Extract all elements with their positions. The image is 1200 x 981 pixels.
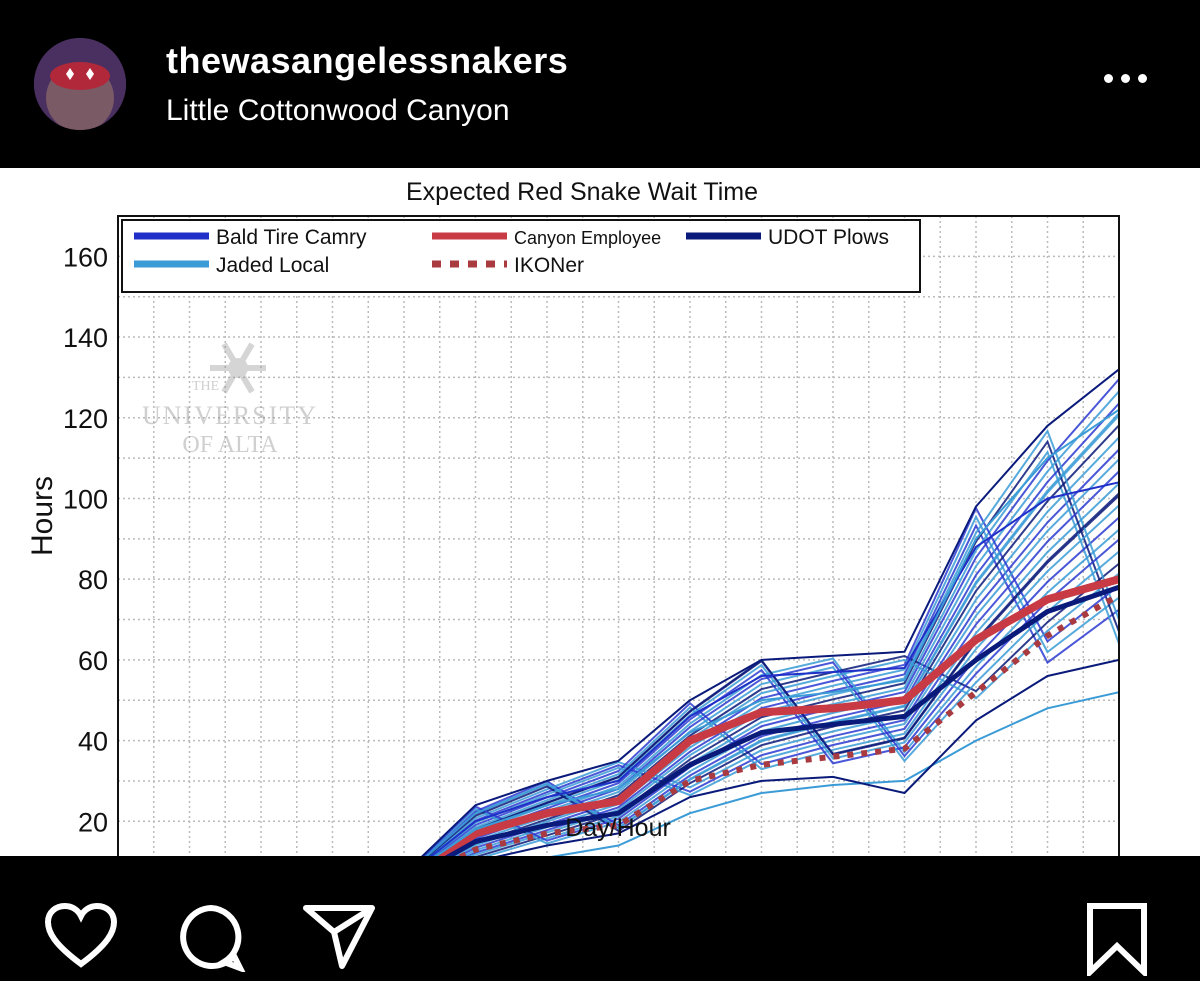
series-line	[434, 408, 1120, 856]
ensemble-line	[426, 424, 1120, 856]
y-tick-label: 60	[78, 646, 108, 676]
y-tick-label: 40	[78, 727, 108, 757]
snowflake-icon	[210, 342, 266, 394]
legend-label: Jaded Local	[216, 254, 329, 277]
ensemble-line	[465, 523, 1120, 856]
watermark: THE UNIVERSITY OF ALTA	[142, 342, 318, 458]
ensemble-line	[442, 528, 1120, 856]
send-icon[interactable]	[302, 902, 376, 970]
location[interactable]: Little Cottonwood Canyon	[166, 94, 510, 127]
watermark-line1: THE	[192, 379, 219, 394]
avatar[interactable]	[34, 38, 126, 130]
chart: Expected Red Snake Wait Time THE UNIVERS…	[26, 178, 1121, 856]
ensemble-line	[466, 428, 1120, 856]
series-line	[421, 368, 1120, 856]
y-tick-label: 120	[63, 404, 108, 434]
ensemble-line	[425, 412, 1120, 856]
more-horizontal-icon[interactable]	[1104, 70, 1160, 90]
legend-label: UDOT Plows	[768, 226, 889, 249]
username[interactable]: thewasangelessnakers	[166, 40, 569, 81]
watermark-line2: UNIVERSITY	[142, 401, 318, 430]
ensemble-line	[422, 378, 1120, 856]
y-axis-label: Hours	[26, 476, 59, 556]
ensemble-line	[483, 450, 1120, 856]
x-axis-label: Day/Hour	[565, 814, 671, 842]
series-line	[434, 575, 1121, 856]
ensemble-line	[434, 482, 1120, 856]
legend-label: IKONer	[514, 254, 584, 277]
ensemble-line	[435, 492, 1120, 856]
series-line	[444, 584, 1120, 856]
ensemble-line	[429, 448, 1120, 856]
y-tick-label: 160	[63, 242, 108, 272]
comment-icon[interactable]	[176, 902, 246, 972]
y-tick-label: 100	[63, 484, 108, 514]
y-tick-label: 80	[78, 565, 108, 595]
legend-label: Bald Tire Camry	[216, 226, 367, 249]
ensemble-line	[428, 436, 1120, 856]
chart-legend: Bald Tire Camry Jaded Local Canyon Employe…	[121, 219, 921, 293]
plot-frame	[117, 215, 1120, 856]
ensemble-line	[424, 402, 1120, 856]
ensemble-line	[439, 516, 1120, 856]
action-bar	[0, 856, 1200, 981]
post-header: thewasangelessnakers Little Cottonwood C…	[0, 0, 1200, 168]
ensemble-line	[430, 458, 1120, 856]
series-line	[495, 658, 1120, 856]
legend-label: Canyon Employee	[514, 228, 661, 248]
chart-series	[421, 368, 1121, 856]
series-line	[550, 691, 1120, 856]
y-tick-label: 140	[63, 323, 108, 353]
bookmark-icon[interactable]	[1086, 902, 1148, 976]
heart-icon[interactable]	[44, 902, 118, 968]
y-axis: 020406080100120140160	[63, 242, 108, 837]
y-tick-label: 20	[78, 807, 108, 837]
watermark-line3: OF ALTA	[182, 432, 278, 458]
avatar-image	[34, 38, 126, 130]
chart-title: Expected Red Snake Wait Time	[406, 178, 758, 206]
ensemble-line	[423, 390, 1120, 856]
post-image: Expected Red Snake Wait Time THE UNIVERS…	[0, 168, 1200, 856]
ensemble-line	[447, 550, 1120, 856]
